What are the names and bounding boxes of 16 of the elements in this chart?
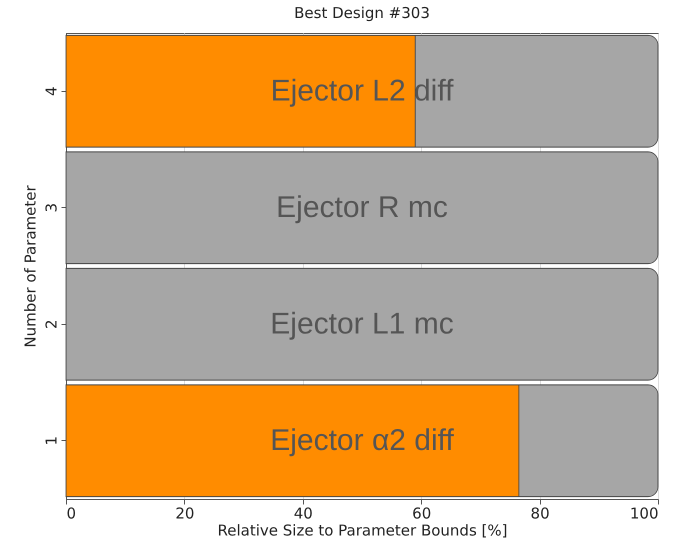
annotation: Ejector α2 diff xyxy=(270,424,454,457)
y-tick-label: 3 xyxy=(42,202,60,213)
x-tick-label: 60 xyxy=(412,504,432,522)
x-tick-label: 40 xyxy=(294,504,313,522)
annotation: Ejector L1 mc xyxy=(270,307,454,340)
annotation: Ejector R mc xyxy=(276,190,448,224)
y-tick-label: 1 xyxy=(42,436,60,446)
x-tick-label: 20 xyxy=(175,504,194,522)
y-axis-title: Number of Parameter xyxy=(22,184,40,348)
y-tick-label: 4 xyxy=(42,86,60,96)
x-axis-title: Relative Size to Parameter Bounds [%] xyxy=(218,522,508,540)
x-tick-label: 80 xyxy=(530,504,550,522)
chart-title: Best Design #303 xyxy=(294,4,430,22)
x-tick-label: 100 xyxy=(630,504,658,522)
y-tick-label: 2 xyxy=(42,319,60,330)
x-tick-label: 0 xyxy=(66,504,76,522)
